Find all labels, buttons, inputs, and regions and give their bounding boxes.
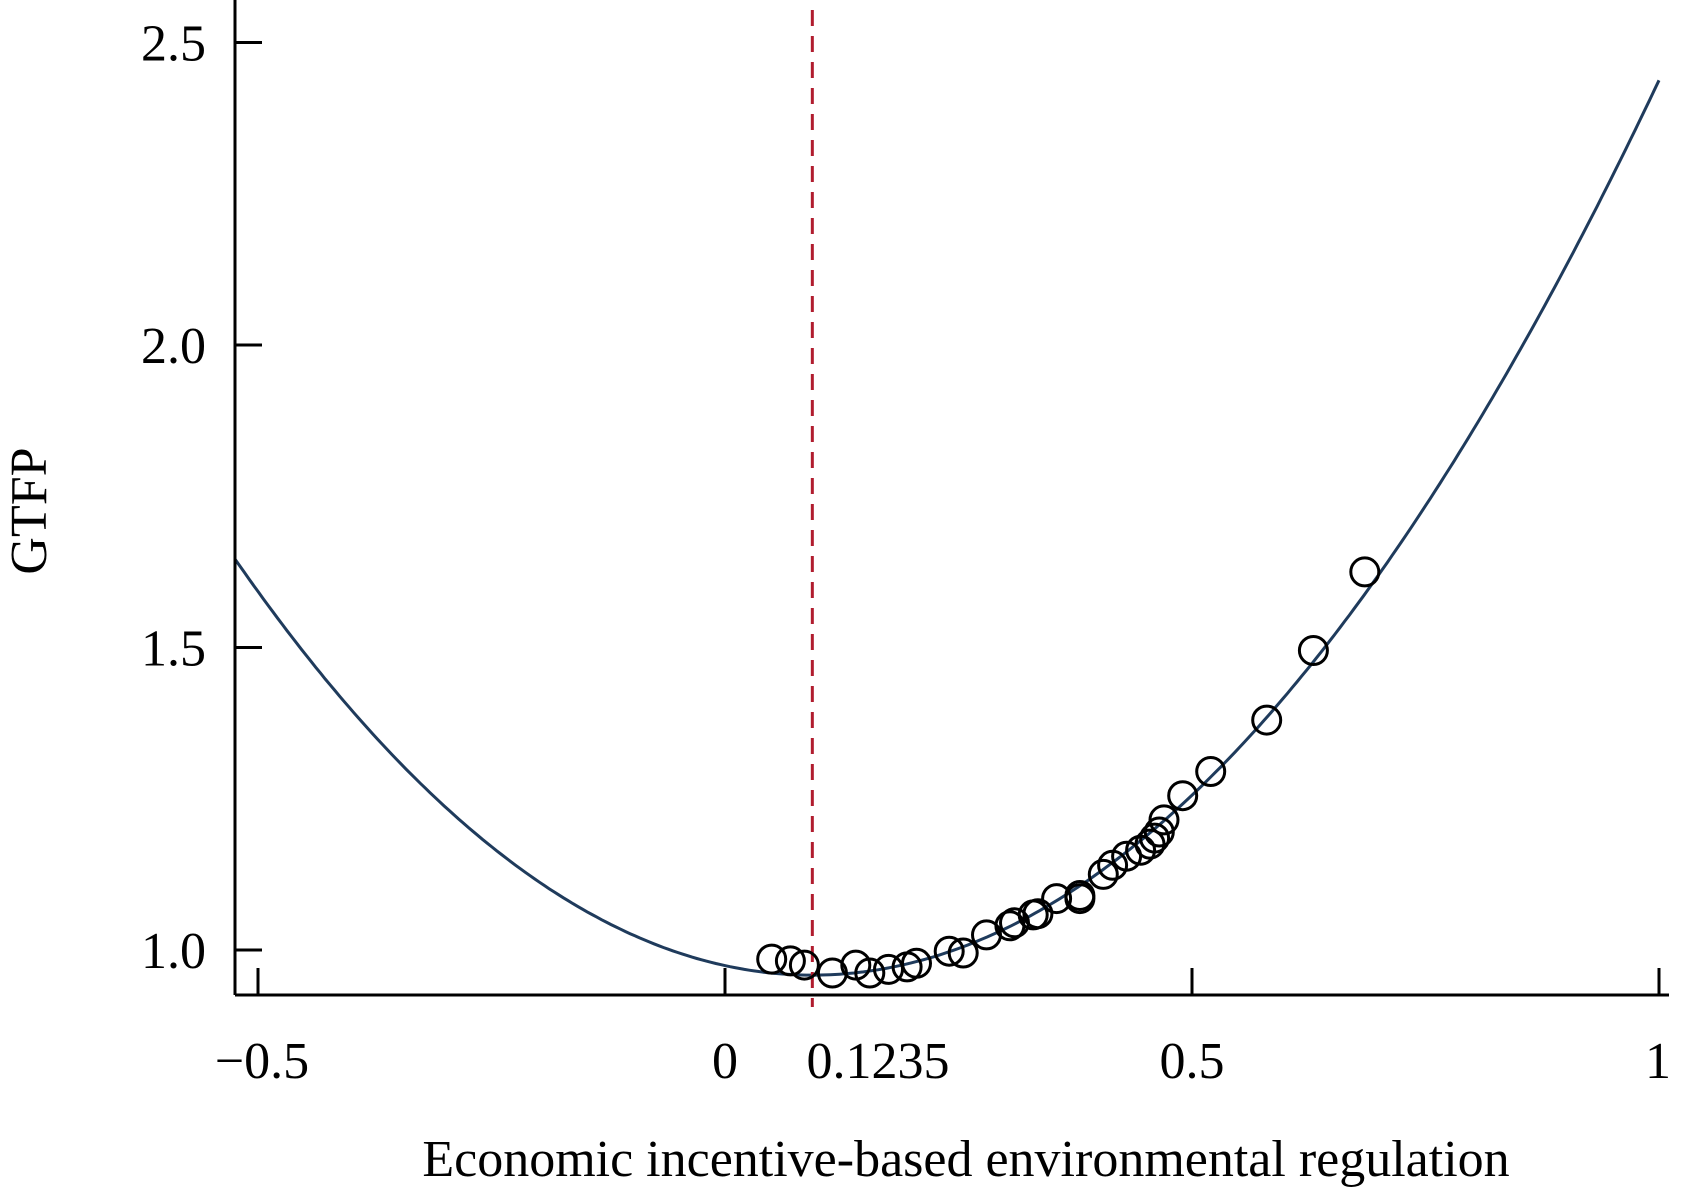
scatter-point bbox=[1148, 804, 1180, 836]
scatter-point bbox=[756, 943, 788, 975]
scatter-point bbox=[1064, 880, 1096, 911]
y-axis-ticks: 1.0 1.5 2.0 2.5 bbox=[141, 16, 262, 980]
scatter-point bbox=[1087, 858, 1119, 890]
fitted-curve bbox=[235, 79, 1661, 977]
scatter-point bbox=[788, 949, 820, 981]
x-axis-title: Economic incentive-based environmental r… bbox=[422, 1131, 1509, 1188]
axes: −0.5 0 0.1235 0.5 1 1.0 1.5 2.0 2.5 bbox=[141, 0, 1671, 1090]
scatter-point bbox=[1139, 822, 1171, 854]
y-axis-title: GTFP bbox=[1, 447, 58, 574]
scatter-point bbox=[901, 947, 932, 979]
scatter-point bbox=[1167, 780, 1199, 812]
y-tick-label: 1.5 bbox=[141, 621, 206, 678]
x-tick-label: 0.5 bbox=[1160, 1033, 1225, 1090]
scatter-point bbox=[1349, 556, 1381, 588]
x-tick-label: −0.5 bbox=[215, 1033, 309, 1090]
y-tick-label: 2.0 bbox=[141, 318, 206, 375]
scatter-point bbox=[1041, 883, 1073, 915]
scatter-points-layer bbox=[756, 556, 1381, 989]
x-axis-ticks: −0.5 0 0.1235 0.5 1 bbox=[215, 968, 1671, 1090]
scatter-point bbox=[816, 957, 848, 989]
scatter-point bbox=[854, 957, 886, 989]
scatter-point bbox=[933, 935, 965, 967]
fitted-curve-layer bbox=[235, 79, 1661, 977]
scatter-point bbox=[1251, 704, 1283, 736]
y-tick-label: 2.5 bbox=[141, 16, 206, 73]
x-tick-label: 0.1235 bbox=[807, 1033, 950, 1090]
y-tick-label: 1.0 bbox=[141, 923, 206, 980]
x-tick-label: 0 bbox=[712, 1033, 738, 1090]
scatter-point bbox=[947, 937, 979, 969]
scatter-point bbox=[1297, 635, 1329, 666]
scatter-point bbox=[774, 945, 806, 977]
scatter-point bbox=[1195, 756, 1227, 787]
x-tick-label: 1 bbox=[1645, 1033, 1671, 1090]
plot-area bbox=[235, 10, 1661, 1007]
scatter-point bbox=[1022, 898, 1054, 930]
